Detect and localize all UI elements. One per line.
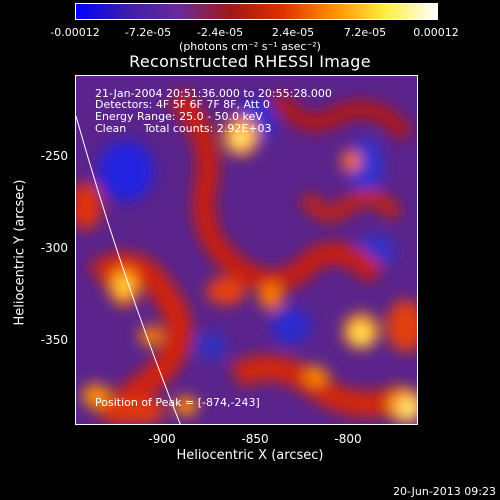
rhessi-image: [75, 75, 418, 425]
emission-blobs: [76, 88, 417, 424]
colorbar-tick: 0.00012: [413, 26, 459, 39]
info-time-range: 21-Jan-2004 20:51:36.000 to 20:55:28.000: [95, 87, 332, 100]
image-title: Reconstructed RHESSI Image: [129, 52, 371, 71]
y-axis-label: Heliocentric Y (arcsec): [12, 179, 28, 326]
x-axis-label: Heliocentric X (arcsec): [176, 448, 324, 463]
y-tick-label: -350: [40, 333, 68, 347]
colorbar-tick: 2.4e-05: [271, 26, 315, 39]
y-tick-label: -250: [40, 149, 68, 163]
x-tick-label: -850: [241, 432, 269, 446]
colorbar-tick: -2.4e-05: [196, 26, 244, 39]
x-tick-label: -800: [334, 432, 362, 446]
info-detectors: Detectors: 4F 5F 6F 7F 8F, Att 0: [95, 98, 270, 111]
colorbar-tick: -7.2e-05: [124, 26, 172, 39]
peak-position-label: Position of Peak = [-874,-243]: [95, 396, 260, 409]
x-tick-label: -900: [148, 432, 176, 446]
colorbar-tick: 7.2e-05: [343, 26, 387, 39]
colorbar-tick: -0.00012: [50, 26, 100, 39]
info-energy-range: Energy Range: 25.0 - 50.0 keV: [95, 110, 263, 123]
info-clean-counts: Clean Total counts: 2.92E+03: [95, 122, 272, 135]
colorbar-units: (photons cm⁻² s⁻¹ asec⁻²): [179, 40, 321, 53]
solar-limb-line: [76, 115, 181, 424]
rhessi-image-raster: [76, 76, 417, 424]
y-tick-label: -300: [40, 241, 68, 255]
colorbar: [75, 3, 438, 20]
timestamp: 20-Jun-2013 09:23: [393, 485, 496, 498]
